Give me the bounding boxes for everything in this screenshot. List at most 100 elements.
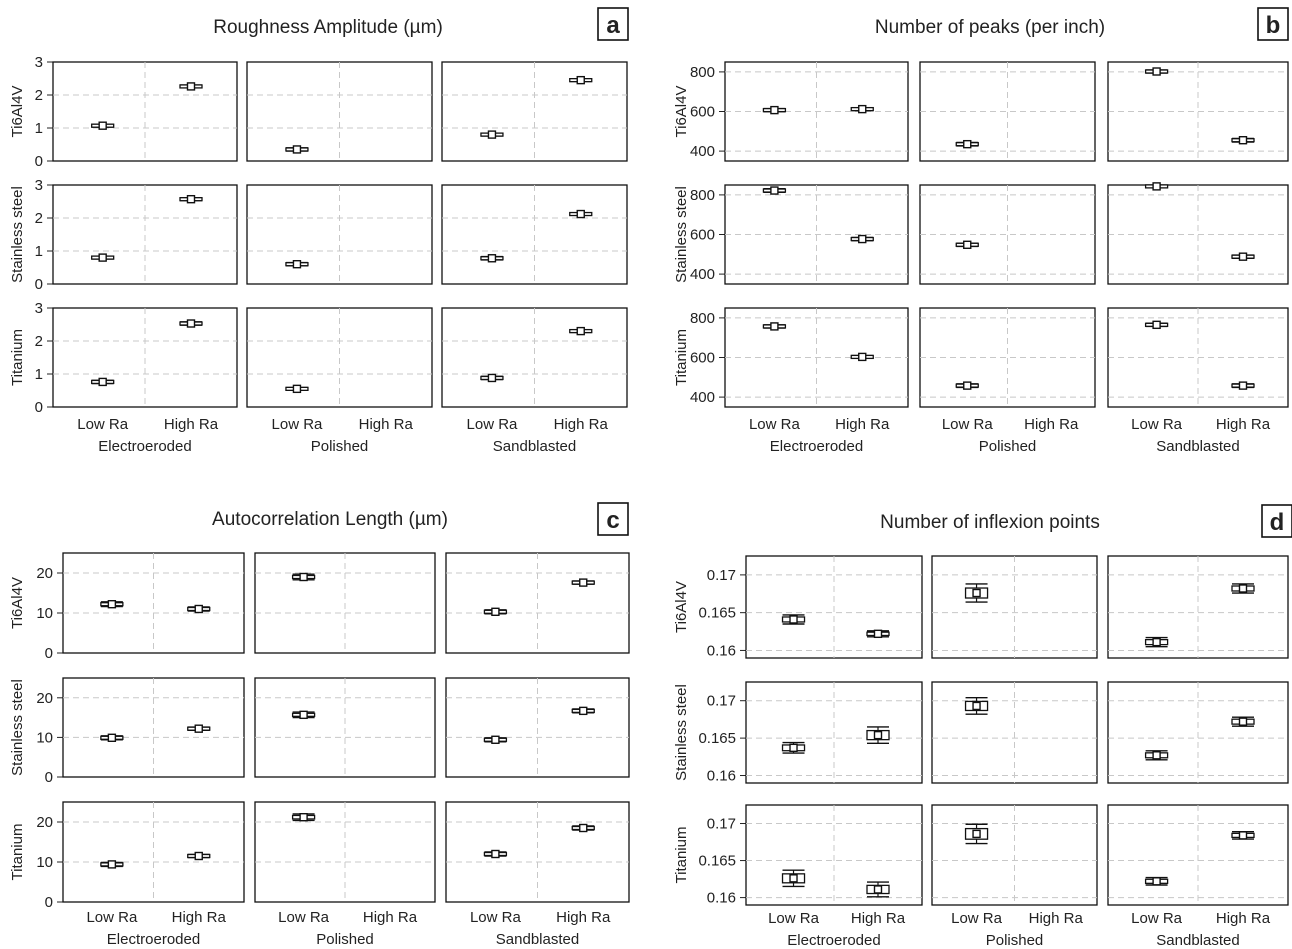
mean-marker	[576, 75, 585, 85]
category-label: High Ra	[556, 909, 611, 926]
y-tick-label: 0	[45, 769, 53, 786]
row-label: Stainless steel	[673, 684, 690, 781]
data-point-a-2-1-0	[285, 384, 309, 394]
mean-marker	[194, 851, 203, 861]
mean-marker	[963, 381, 972, 390]
mean-marker	[107, 600, 117, 609]
category-label: Low Ra	[470, 909, 522, 926]
data-point-c-1-0-0	[100, 733, 124, 742]
mean-marker	[576, 326, 585, 336]
data-point-d-1-0-1	[866, 726, 890, 745]
data-point-a-2-2-0	[480, 373, 504, 383]
panel-letter-box	[597, 7, 629, 41]
mean-marker	[299, 710, 308, 720]
y-tick-label: 0	[45, 894, 53, 911]
row-label: Ti6Al4V	[673, 581, 690, 633]
mean-marker	[1238, 717, 1248, 726]
y-tick-label: 1	[35, 120, 43, 137]
y-tick-label: 3	[35, 177, 43, 194]
category-label: High Ra	[1029, 910, 1084, 927]
data-point-b-2-0-1	[850, 352, 874, 362]
row-label: Ti6Al4V	[9, 86, 26, 138]
category-label: Low Ra	[768, 910, 820, 927]
mean-marker	[491, 607, 500, 616]
data-point-d-1-1-0	[964, 697, 989, 715]
category-label: Low Ra	[951, 910, 1003, 927]
data-point-d-0-2-0	[1144, 636, 1169, 648]
category-label: Low Ra	[86, 909, 138, 926]
category-label: High Ra	[554, 416, 609, 433]
mean-marker	[186, 82, 196, 91]
data-point-a-0-1-0	[285, 145, 309, 154]
y-tick-label: 0	[35, 153, 43, 170]
data-point-b-2-2-1	[1231, 381, 1255, 390]
mean-marker	[770, 322, 779, 331]
category-label: Low Ra	[1131, 416, 1183, 433]
category-label: High Ra	[851, 910, 906, 927]
y-tick-label: 400	[690, 143, 715, 160]
panel-letter-box	[597, 502, 629, 536]
mean-marker	[292, 260, 302, 269]
mean-marker	[491, 735, 500, 744]
y-tick-label: 1	[35, 366, 43, 383]
panel-letter: a	[606, 12, 620, 39]
data-point-a-1-2-0	[480, 254, 504, 263]
data-point-a-1-0-1	[179, 194, 203, 204]
mean-marker	[858, 104, 867, 114]
y-tick-label: 3	[35, 54, 43, 71]
category-label: Low Ra	[278, 909, 330, 926]
category-label: Low Ra	[1131, 910, 1183, 927]
data-point-d-1-0-0	[781, 741, 806, 754]
data-point-b-2-1-0	[955, 381, 979, 390]
data-point-b-1-2-0	[1144, 182, 1169, 191]
y-tick-label: 10	[36, 605, 53, 622]
category-label: High Ra	[835, 416, 890, 433]
group-label: Sandblasted	[1156, 932, 1239, 949]
chart-title: Autocorrelation Length (µm)	[212, 509, 448, 530]
row-label: Titanium	[9, 329, 26, 386]
mean-marker	[858, 234, 867, 244]
mean-marker	[576, 209, 585, 219]
mean-marker	[194, 604, 203, 614]
group-label: Polished	[316, 931, 374, 948]
row-label: Titanium	[673, 827, 690, 884]
data-point-d-0-0-1	[866, 629, 890, 639]
panel-letter-box	[1257, 7, 1289, 41]
y-tick-label: 20	[36, 814, 53, 831]
data-point-d-2-1-0	[964, 823, 989, 845]
data-point-d-2-0-1	[866, 881, 890, 898]
y-tick-label: 600	[690, 104, 715, 121]
data-point-c-2-0-0	[100, 860, 124, 869]
chart-a: Roughness Amplitude (µm) a Ti6Al4V 0 1 2 3 Stai…	[9, 7, 629, 455]
data-point-b-2-2-0	[1144, 320, 1169, 330]
group-label: Sandblasted	[496, 931, 579, 948]
y-tick-label: 0.17	[707, 693, 736, 710]
group-label: Polished	[986, 932, 1044, 949]
data-point-c-1-2-0	[483, 735, 508, 744]
mean-marker	[789, 743, 798, 753]
y-tick-label: 3	[35, 300, 43, 317]
y-tick-label: 0	[35, 399, 43, 416]
y-tick-label: 0.17	[707, 567, 736, 584]
category-label: High Ra	[1216, 910, 1271, 927]
data-point-c-0-2-0	[483, 607, 508, 616]
mean-marker	[1238, 584, 1248, 593]
y-tick-label: 400	[690, 389, 715, 406]
y-tick-label: 20	[36, 565, 53, 582]
y-tick-label: 400	[690, 266, 715, 283]
data-point-b-0-2-0	[1144, 67, 1169, 76]
panel-frame	[52, 184, 238, 285]
data-point-c-1-2-1	[571, 706, 595, 716]
y-tick-label: 0	[45, 645, 53, 662]
data-point-c-2-2-0	[483, 849, 508, 859]
mean-marker	[1152, 67, 1161, 76]
category-label: High Ra	[363, 909, 418, 926]
y-tick-label: 0	[35, 276, 43, 293]
y-tick-label: 0.16	[707, 890, 736, 907]
data-point-d-2-0-0	[781, 869, 806, 888]
mean-marker	[1238, 136, 1248, 145]
chart-c: Autocorrelation Length (µm) c Ti6Al4V 0 10 20…	[9, 502, 630, 948]
chart-title: Number of peaks (per inch)	[875, 17, 1105, 38]
data-point-d-2-2-1	[1231, 830, 1255, 840]
